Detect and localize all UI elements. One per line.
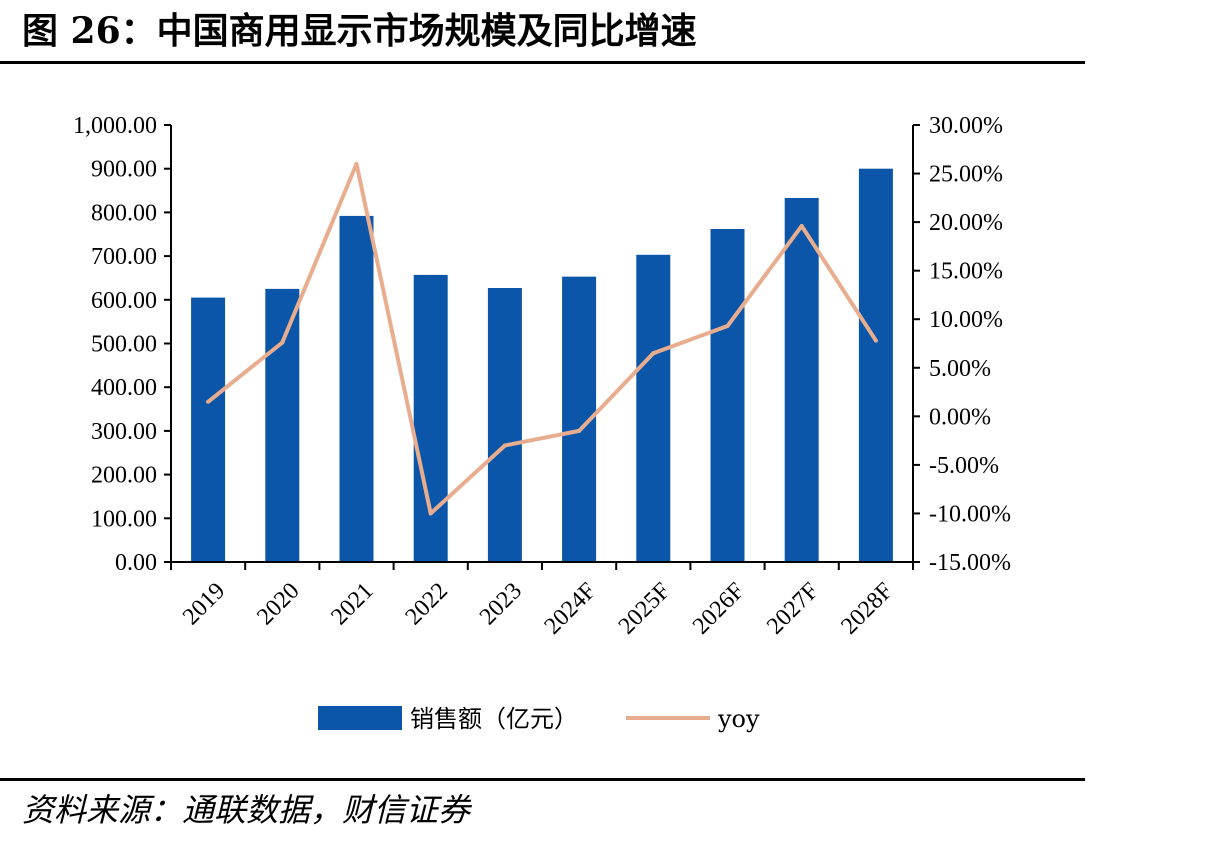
left-tick-label: 700.00 [91, 244, 157, 270]
bar-2019 [191, 297, 226, 562]
yoy-point-2027F [799, 223, 804, 228]
x-tick-label: 2023 [475, 578, 527, 630]
x-tick-label: 2027F [762, 578, 824, 640]
left-tick-label: 0.00 [115, 550, 157, 576]
left-tick-label: 100.00 [91, 506, 157, 532]
yoy-point-2021 [354, 161, 359, 166]
bottom-rule [0, 778, 1085, 781]
x-tick-label: 2022 [401, 578, 453, 630]
bar-2023 [487, 288, 522, 562]
yoy-point-2024F [577, 428, 582, 433]
figure-title: 图 26：中国商用显示市场规模及同比增速 [22, 10, 697, 52]
right-tick-label: 0.00% [929, 404, 991, 430]
bar-2020 [265, 288, 300, 562]
right-axis-tick-labels: -15.00% -10.00% -5.00% 0.00% 5.00% 10.00% 15.0… [929, 113, 1011, 576]
right-tick-label: 30.00% [929, 113, 1003, 139]
chart-legend: 销售额（亿元） yoy [318, 705, 760, 733]
left-tick-label: 300.00 [91, 419, 157, 445]
left-tick-label: 600.00 [91, 288, 157, 314]
yoy-line-series [206, 161, 878, 516]
chart-axes [164, 124, 920, 570]
x-tick-label: 2025F [614, 578, 676, 640]
legend-bar-label: 销售额（亿元） [410, 705, 578, 733]
right-tick-label: 5.00% [929, 356, 991, 382]
left-tick-label: 500.00 [91, 332, 157, 358]
left-tick-label: 200.00 [91, 463, 157, 489]
x-tick-label: 2019 [178, 578, 230, 630]
right-tick-label: -15.00% [929, 550, 1011, 576]
yoy-point-2026F [725, 324, 730, 329]
source-note: 资料来源：通联数据，财信证券 [22, 791, 471, 829]
x-tick-label: 2020 [252, 578, 304, 630]
right-tick-label: -5.00% [929, 453, 999, 479]
bar-2027F [784, 197, 819, 562]
right-tick-label: 15.00% [929, 259, 1003, 285]
yoy-point-2023 [502, 443, 507, 448]
bar-2021 [339, 215, 374, 562]
yoy-point-2020 [280, 340, 285, 345]
right-tick-label: -10.00% [929, 501, 1011, 527]
right-tick-label: 20.00% [929, 210, 1003, 236]
x-tick-label: 2026F [688, 578, 750, 640]
bar-2028F [858, 168, 893, 562]
yoy-line [206, 161, 878, 516]
top-rule [0, 61, 1085, 64]
right-tick-label: 25.00% [929, 162, 1003, 188]
left-axis-tick-labels: 0.00 100.00 200.00 300.00 400.00 500.00 600.00… [73, 113, 157, 576]
left-tick-label: 800.00 [91, 200, 157, 226]
yoy-point-2019 [206, 399, 211, 404]
bar-series [191, 168, 893, 563]
left-tick-label: 1,000.00 [73, 113, 157, 139]
yoy-point-2028F [873, 338, 878, 343]
x-tick-label: 2024F [540, 578, 602, 640]
bar-2026F [710, 229, 745, 563]
left-tick-label: 900.00 [91, 157, 157, 183]
right-tick-label: 10.00% [929, 307, 1003, 333]
yoy-point-2022 [428, 511, 433, 516]
left-tick-label: 400.00 [91, 375, 157, 401]
bar-2022 [413, 274, 448, 562]
legend-bar-swatch [318, 706, 402, 730]
yoy-point-2025F [651, 351, 656, 356]
bar-2025F [636, 254, 671, 562]
x-axis-tick-labels: 2019 2020 2021 2022 2023 2024F 2025F 2026F 2027F… [178, 578, 898, 640]
x-tick-label: 2028F [836, 578, 898, 640]
legend-line-label: yoy [717, 705, 760, 733]
x-tick-label: 2021 [326, 578, 378, 630]
